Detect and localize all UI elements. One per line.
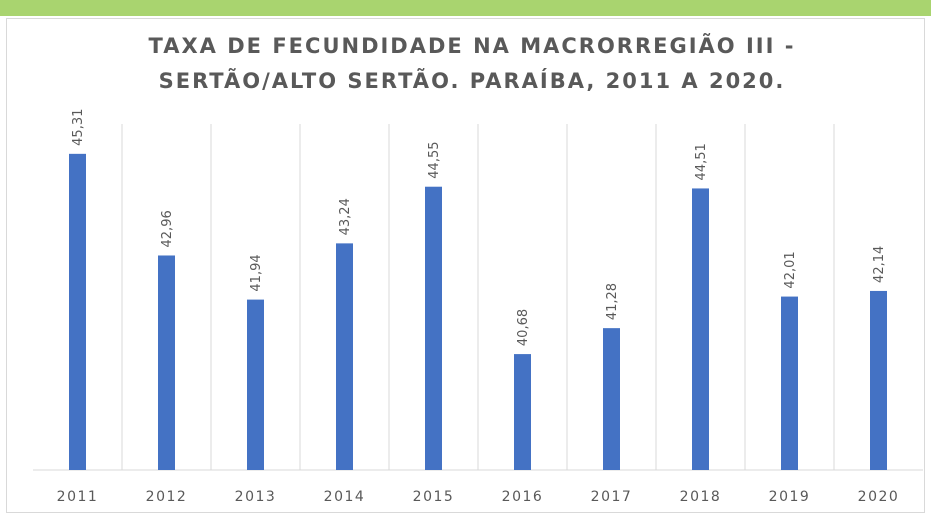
x-tick-label: 2015 — [413, 489, 455, 505]
bar — [514, 354, 531, 470]
x-tick-label: 2018 — [680, 489, 722, 505]
value-label: 43,24 — [338, 198, 353, 235]
x-tick-label: 2016 — [502, 489, 544, 505]
value-label: 41,94 — [249, 254, 264, 291]
value-label: 42,01 — [783, 251, 798, 288]
x-tick-label: 2011 — [57, 489, 99, 505]
value-label: 42,14 — [872, 246, 887, 283]
bar — [336, 243, 353, 470]
chart-title: TAXA DE FECUNDIDADE NA MACRORREGIÃO III … — [149, 33, 796, 58]
x-tick-label: 2020 — [858, 489, 900, 505]
bar — [425, 186, 442, 470]
top-strip — [0, 0, 931, 16]
bar — [158, 255, 175, 470]
value-label: 44,55 — [427, 141, 442, 178]
bar — [603, 328, 620, 470]
value-label: 45,31 — [71, 109, 86, 146]
value-label: 44,51 — [694, 143, 709, 180]
chart-title: SERTÃO/ALTO SERTÃO. PARAÍBA, 2011 A 2020… — [159, 68, 786, 93]
bar — [247, 299, 264, 470]
bar — [692, 188, 709, 470]
x-tick-label: 2017 — [591, 489, 633, 505]
x-tick-label: 2014 — [324, 489, 366, 505]
x-tick-label: 2019 — [769, 489, 811, 505]
x-tick-label: 2013 — [235, 489, 277, 505]
value-label: 40,68 — [516, 309, 531, 346]
bar — [69, 153, 86, 470]
x-tick-label: 2012 — [146, 489, 188, 505]
value-label: 41,28 — [605, 283, 620, 320]
bar — [781, 296, 798, 470]
bar — [870, 290, 887, 470]
value-label: 42,96 — [160, 210, 175, 247]
